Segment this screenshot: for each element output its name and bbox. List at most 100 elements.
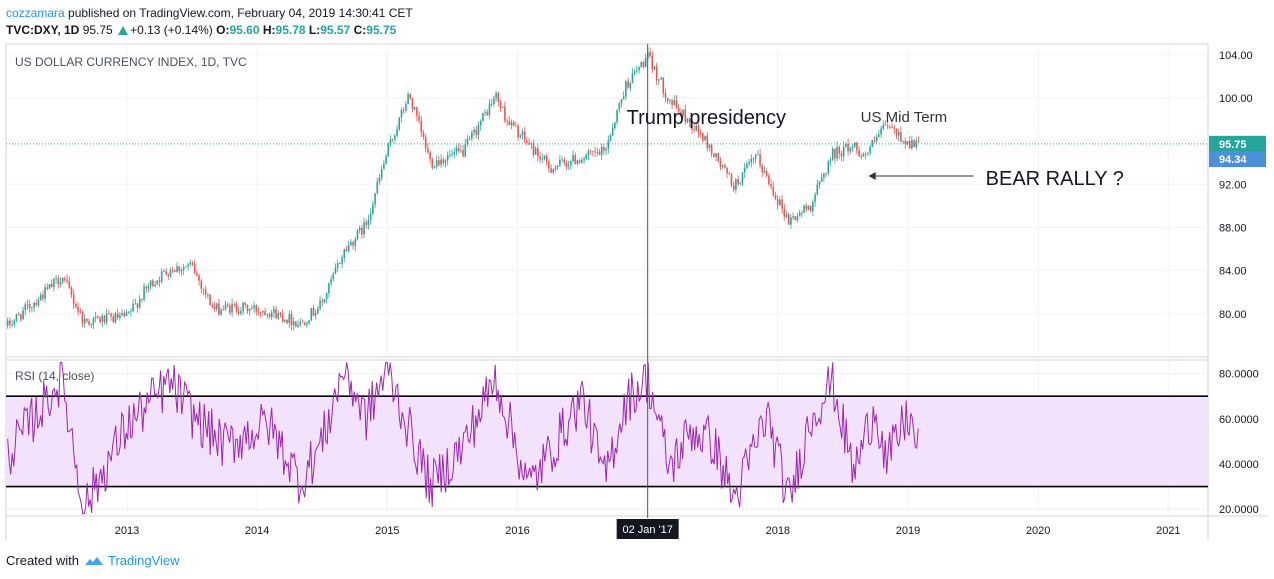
- candle-down: [438, 160, 440, 165]
- candle-down: [719, 160, 722, 167]
- candle-up: [669, 100, 671, 102]
- candle-up: [125, 311, 128, 316]
- candle-up: [625, 81, 627, 97]
- candle-down: [523, 131, 526, 141]
- candle-down: [891, 126, 893, 128]
- candle-up: [479, 121, 482, 126]
- candle-up: [242, 302, 244, 312]
- candle-down: [136, 303, 139, 308]
- candle-up: [567, 165, 570, 167]
- candle-down: [858, 150, 860, 157]
- candle-up: [369, 213, 372, 220]
- candle-down: [548, 161, 550, 169]
- candle-up: [308, 320, 310, 324]
- candle-up: [629, 83, 632, 88]
- candle-up: [814, 194, 816, 202]
- candle-down: [574, 155, 577, 164]
- candle-up: [317, 308, 319, 314]
- candle-down: [50, 283, 53, 288]
- candle-down: [209, 294, 211, 305]
- candle-up: [367, 219, 370, 225]
- x-tick-label: 2016: [505, 525, 529, 537]
- candle-up: [792, 216, 794, 218]
- candle-up: [176, 266, 178, 272]
- tradingview-logo-icon: [84, 557, 103, 565]
- close-key: C:: [353, 23, 367, 37]
- candle-down: [770, 184, 772, 187]
- price-y-tick-label: 92.00: [1219, 179, 1247, 191]
- candle-down: [893, 127, 896, 129]
- candle-down: [198, 275, 200, 281]
- candle-down: [57, 278, 60, 285]
- candle-up: [653, 66, 656, 70]
- candle-up: [842, 146, 845, 157]
- candle-up: [154, 284, 156, 287]
- cursor-date-badge: [616, 519, 679, 539]
- candle-up: [323, 299, 326, 302]
- candle-up: [618, 103, 621, 111]
- candle-up: [561, 159, 563, 161]
- candle-up: [114, 313, 117, 323]
- candle-up: [827, 161, 830, 174]
- price-y-tick-label: 100.00: [1219, 93, 1253, 105]
- candle-up: [59, 282, 62, 285]
- candle-up: [374, 193, 376, 205]
- candle-down: [499, 101, 502, 108]
- candle-up: [752, 158, 755, 160]
- candle-up: [803, 205, 805, 213]
- candle-up: [631, 73, 634, 84]
- candle-down: [233, 303, 236, 305]
- midterm-annotation: US Mid Term: [861, 109, 947, 126]
- candle-down: [158, 280, 161, 282]
- candle-up: [288, 314, 291, 324]
- candle-down: [563, 159, 566, 163]
- candle-up: [636, 70, 638, 72]
- candle-down: [75, 303, 77, 308]
- candle-down: [537, 148, 539, 157]
- candle-down: [268, 314, 271, 318]
- candle-down: [917, 141, 920, 142]
- marker-price-badge: [1209, 151, 1266, 168]
- candle-up: [853, 142, 856, 148]
- candle-up: [138, 299, 141, 308]
- candle-down: [77, 307, 79, 312]
- candle-up: [581, 160, 583, 163]
- candle-up: [801, 212, 803, 214]
- candle-up: [739, 183, 742, 185]
- candle-down: [655, 66, 658, 81]
- candle-up: [385, 155, 387, 164]
- candle-up: [790, 217, 792, 225]
- candle-up: [471, 132, 473, 139]
- author-link[interactable]: cozzamara: [6, 6, 65, 20]
- candle-up: [356, 230, 359, 240]
- price-pane[interactable]: [5, 43, 1209, 358]
- candle-down: [416, 107, 418, 117]
- candle-down: [123, 313, 126, 316]
- publish-info: published on TradingView.com, February 0…: [68, 6, 413, 20]
- open-value: 95.60: [229, 23, 260, 37]
- candle-down: [279, 312, 282, 315]
- candle-down: [66, 279, 68, 282]
- candle-up: [330, 279, 332, 284]
- candle-up: [818, 181, 821, 185]
- candle-down: [728, 173, 731, 175]
- candle-down: [860, 156, 863, 157]
- candle-up: [823, 173, 825, 178]
- candle-up: [622, 96, 625, 100]
- candle-down: [675, 100, 678, 109]
- candle-up: [708, 144, 711, 148]
- candle-up: [220, 309, 222, 315]
- candle-up: [376, 181, 379, 194]
- candle-down: [418, 116, 420, 121]
- candle-down: [592, 151, 594, 153]
- candle-down: [539, 156, 541, 160]
- last-price-label: 95.75: [82, 23, 113, 37]
- candle-down: [286, 319, 288, 324]
- candle-down: [895, 128, 898, 136]
- tradingview-link[interactable]: TradingView: [107, 553, 180, 568]
- candle-up: [182, 267, 185, 270]
- candle-up: [187, 264, 189, 267]
- candle-down: [598, 152, 601, 155]
- candle-up: [748, 162, 750, 164]
